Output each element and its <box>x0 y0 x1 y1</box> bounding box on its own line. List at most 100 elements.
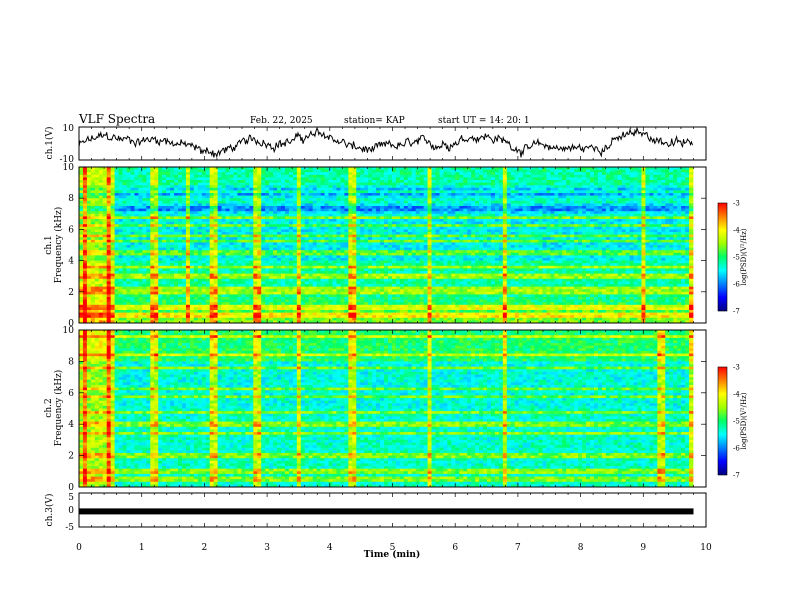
spectrogram-cell <box>229 226 234 230</box>
spectrogram-cell <box>332 208 337 212</box>
spectrogram-cell <box>304 185 310 189</box>
spectrogram-cell <box>304 245 310 248</box>
spectrogram-cell <box>193 304 199 308</box>
spectrogram-cell <box>181 216 187 220</box>
spectrogram-cell <box>98 221 104 225</box>
spectrogram-cell <box>150 273 155 277</box>
spectrogram-cell <box>221 260 226 264</box>
spectrogram-cell <box>189 172 195 176</box>
spectrogram-cell <box>340 302 345 306</box>
spectrogram-cell <box>209 177 215 181</box>
spectrogram-cell <box>376 190 381 194</box>
spectrogram-cell <box>150 315 155 319</box>
spectrogram-cell <box>170 242 175 246</box>
spectrogram-cell <box>110 312 116 316</box>
spectrogram-cell <box>257 232 262 235</box>
spectrogram-cell <box>185 239 191 243</box>
spectrogram-cell <box>364 260 369 264</box>
spectrogram-cell <box>324 169 329 173</box>
spectrogram-cell <box>146 185 151 189</box>
spectrogram-cell <box>399 221 405 225</box>
spectrogram-cell <box>126 174 131 178</box>
spectrogram-cell <box>364 307 369 311</box>
spectrogram-cell <box>288 276 294 280</box>
spectrogram-cell <box>154 276 159 280</box>
spectrogram-cell <box>253 224 258 228</box>
spectrogram-cell <box>340 208 345 212</box>
spectrogram-cell <box>213 302 219 306</box>
spectrogram-cell <box>352 242 357 246</box>
spectrogram-cell <box>336 258 341 261</box>
spectrogram-cell <box>237 320 242 324</box>
spectrogram-cell <box>154 289 159 293</box>
spectrogram-cell <box>150 190 155 194</box>
spectrogram-cell <box>300 177 306 181</box>
spectrogram-cell <box>158 276 163 280</box>
spectrogram-cell <box>138 286 143 290</box>
spectrogram-cell <box>193 310 199 313</box>
spectrogram-cell <box>284 239 290 243</box>
spectrogram-cell <box>122 260 127 264</box>
spectrogram-cell <box>233 317 238 321</box>
spectrogram-cell <box>356 237 361 241</box>
spectrogram-cell <box>189 180 195 183</box>
spectrogram-cell <box>201 252 207 256</box>
spectrogram-cell <box>300 216 306 220</box>
spectrogram-cell <box>296 232 302 235</box>
spectrogram-cell <box>82 221 88 225</box>
spectrogram-cell <box>360 229 365 233</box>
spectrogram-cell <box>352 284 357 287</box>
spectrogram-cell <box>348 281 353 285</box>
spectrogram-cell <box>348 167 353 170</box>
spectrogram-cell <box>79 302 84 306</box>
spectrogram-cell <box>201 304 207 308</box>
spectrogram-cell <box>308 247 314 251</box>
spectrogram-cell <box>387 193 393 196</box>
spectrogram-cell <box>138 304 143 308</box>
spectrogram-cell <box>300 208 306 212</box>
spectrogram-cell <box>387 177 393 181</box>
spectrogram-cell <box>360 265 365 269</box>
spectrogram-cell <box>162 234 167 238</box>
spectrogram-cell <box>110 177 116 181</box>
spectrogram-cell <box>193 260 199 264</box>
spectrogram-cell <box>296 245 302 248</box>
spectrogram-cell <box>391 213 397 217</box>
spectrogram-cell <box>281 281 286 285</box>
spectrogram-cell <box>185 190 191 194</box>
spectrogram-cell <box>344 190 349 194</box>
spectrogram-cell <box>324 203 329 207</box>
spectrogram-cell <box>328 180 333 183</box>
spectrogram-cell <box>284 317 290 321</box>
spectrogram-cell <box>241 195 246 199</box>
spectrogram-cell <box>201 167 207 170</box>
spectrogram-cell <box>193 297 199 300</box>
spectrogram-cell <box>205 304 211 308</box>
spectrogram-cell <box>324 276 329 280</box>
spectrogram-cell <box>181 310 187 313</box>
spectrogram-cell <box>352 304 357 308</box>
spectrogram-cell <box>138 278 143 282</box>
spectrogram-cell <box>241 203 246 207</box>
spectrogram-cell <box>209 312 215 316</box>
spectrogram-cell <box>257 281 262 285</box>
spectrogram-cell <box>332 190 337 194</box>
spectrogram-cell <box>245 286 250 290</box>
spectrogram-cell <box>205 219 211 222</box>
spectrogram-cell <box>368 229 373 233</box>
spectrogram-cell <box>90 232 96 235</box>
spectrogram-cell <box>229 174 234 178</box>
spectrogram-cell <box>209 180 215 183</box>
spectrogram-cell <box>340 258 345 261</box>
spectrogram-cell <box>134 198 139 202</box>
spectrogram-cell <box>102 234 108 238</box>
spectrogram-cell <box>221 169 226 173</box>
spectrogram-cell <box>273 268 278 272</box>
spectrogram-cell <box>261 242 266 246</box>
spectrogram-cell <box>221 200 226 204</box>
spectrogram-cell <box>292 206 298 209</box>
spectrogram-cell <box>138 284 143 287</box>
spectrogram-cell <box>221 167 226 170</box>
spectrogram-cell <box>380 299 385 303</box>
spectrogram-cell <box>391 263 397 267</box>
